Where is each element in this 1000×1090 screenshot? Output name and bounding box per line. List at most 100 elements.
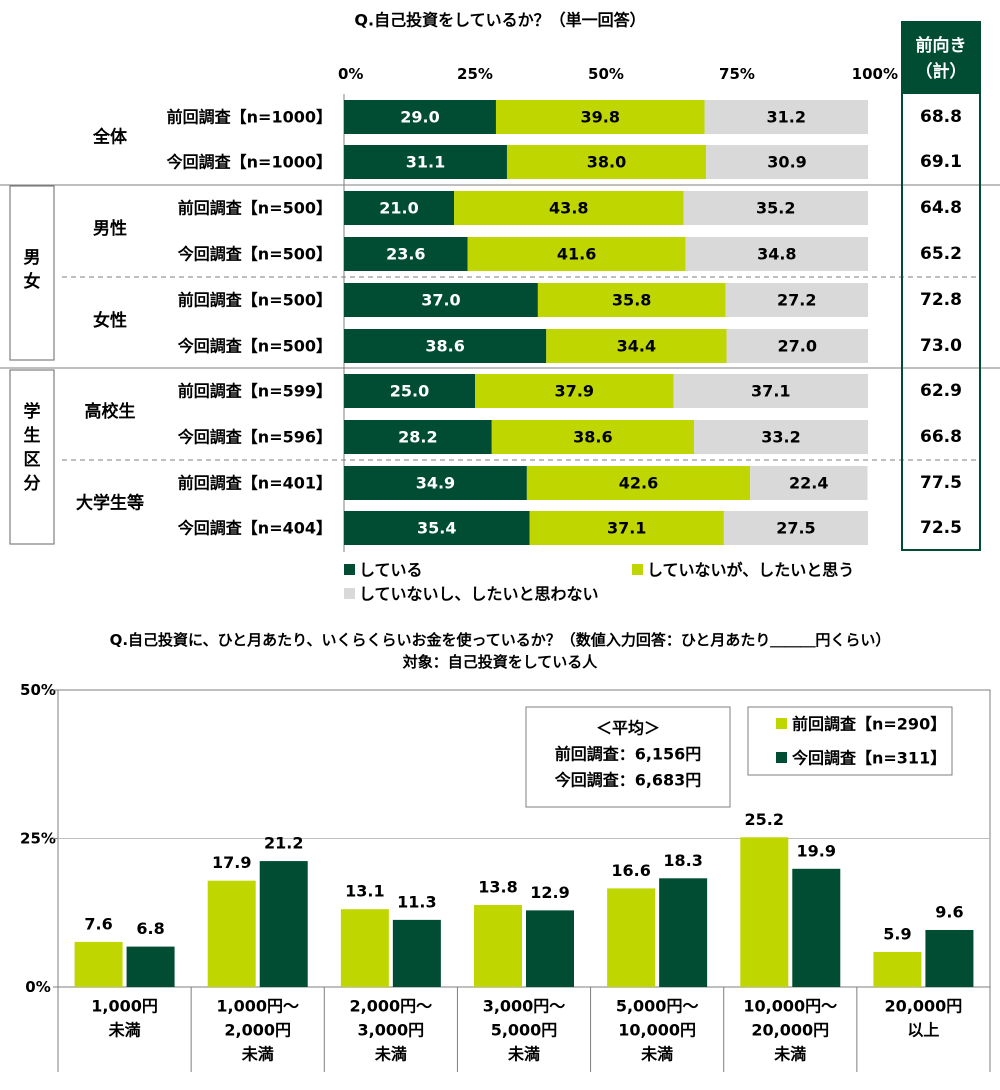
bar xyxy=(207,880,256,987)
data-label: 13.8 xyxy=(478,878,517,897)
bar-segment xyxy=(344,191,455,225)
bar-segment xyxy=(344,466,527,500)
data-label: 22.4 xyxy=(789,474,828,493)
x-tick-label: 100% xyxy=(852,65,898,83)
bar-segment xyxy=(526,466,751,500)
category-label: 3,000円～ xyxy=(483,997,566,1016)
category-label: 20,000円 xyxy=(751,1021,829,1040)
data-label: 21.2 xyxy=(264,834,303,853)
group-frame xyxy=(9,369,55,545)
x-tick-label: 25% xyxy=(457,65,493,83)
data-label: 5.9 xyxy=(883,924,911,943)
data-label: 34.8 xyxy=(757,245,796,264)
positive-total: 65.2 xyxy=(920,244,962,264)
positive-total: 72.8 xyxy=(920,290,962,310)
data-label: 43.8 xyxy=(549,199,588,218)
data-label: 27.2 xyxy=(777,291,816,310)
bar-segment xyxy=(344,374,475,408)
bar-segment xyxy=(344,100,496,134)
subgroup-label: 全体 xyxy=(92,127,128,148)
row-label: 前回調査【n=599】 xyxy=(178,382,332,401)
bar xyxy=(607,888,656,987)
data-label: 37.1 xyxy=(751,382,790,401)
bar xyxy=(792,868,841,987)
bar-segment xyxy=(685,237,868,271)
bar-segment xyxy=(344,420,492,454)
data-label: 37.9 xyxy=(555,382,594,401)
data-label: 12.9 xyxy=(530,883,569,902)
bar-segment xyxy=(454,191,684,225)
category-label: 2,000円～ xyxy=(350,997,433,1016)
positive-total: 77.5 xyxy=(920,473,962,493)
row-label: 今回調査【n=500】 xyxy=(177,245,332,264)
bar-segment xyxy=(529,511,724,545)
bar xyxy=(526,910,574,987)
chart2-subtitle: 対象：自己投資をしている人 xyxy=(402,653,599,671)
bar-segment xyxy=(467,237,686,271)
data-label: 39.8 xyxy=(580,108,619,127)
legend-label: している xyxy=(359,561,423,580)
subgroup-label: 高校生 xyxy=(85,401,136,422)
chart2-title: Q.自己投資に、ひと月あたり、いくらくらいお金を使っているか？（数値入力回答：ひ… xyxy=(110,631,891,649)
x-tick-label: 75% xyxy=(719,65,755,83)
data-label: 37.1 xyxy=(607,519,646,538)
average-text: 今回調査：6,683円 xyxy=(554,771,702,790)
group-label-char: 生 xyxy=(24,425,41,446)
data-label: 42.6 xyxy=(619,474,658,493)
positive-total: 69.1 xyxy=(920,152,962,172)
data-label: 31.2 xyxy=(767,108,806,127)
legend-swatch xyxy=(344,564,355,575)
positive-total: 66.8 xyxy=(920,427,962,447)
bar-segment xyxy=(723,511,868,545)
row-label: 前回調査【n=500】 xyxy=(178,199,332,218)
bar xyxy=(126,946,175,987)
data-label: 21.0 xyxy=(379,199,418,218)
row-label: 今回調査【n=500】 xyxy=(177,337,332,356)
group-frame xyxy=(9,185,55,361)
bar-segment xyxy=(344,329,547,363)
data-label: 28.2 xyxy=(398,428,437,447)
legend-label: 今回調査【n=311】 xyxy=(791,749,946,768)
bar-segment xyxy=(506,145,707,179)
data-label: 27.0 xyxy=(778,337,817,356)
data-label: 16.6 xyxy=(611,861,650,880)
subgroup-label: 大学生等 xyxy=(76,493,144,514)
bar-segment xyxy=(673,374,868,408)
data-label: 35.4 xyxy=(417,519,456,538)
bar-segment xyxy=(537,283,726,317)
positive-column-header-bg xyxy=(902,22,980,94)
data-label: 35.8 xyxy=(612,291,651,310)
data-label: 23.6 xyxy=(386,245,425,264)
positive-total: 62.9 xyxy=(920,381,962,401)
bar-segment xyxy=(726,329,868,363)
bar-segment xyxy=(546,329,727,363)
bar-segment xyxy=(344,283,538,317)
average-box xyxy=(525,706,731,808)
bar-segment xyxy=(706,145,868,179)
data-label: 31.1 xyxy=(406,153,445,172)
category-label: 20,000円 xyxy=(885,997,963,1016)
bar-segment xyxy=(704,100,868,134)
bar xyxy=(873,951,922,987)
data-label: 25.2 xyxy=(745,810,784,829)
group-label-char: 女 xyxy=(24,271,41,292)
bar-segment xyxy=(683,191,868,225)
legend-swatch xyxy=(344,588,355,599)
data-label: 7.6 xyxy=(84,914,112,933)
group-label-char: 分 xyxy=(24,474,41,494)
data-label: 38.6 xyxy=(573,428,612,447)
x-tick-label: 50% xyxy=(588,65,624,83)
category-label: 未満 xyxy=(108,1021,141,1040)
bar xyxy=(474,905,522,987)
bar xyxy=(259,861,308,987)
y-tick-label: 0% xyxy=(25,978,50,996)
category-label: 未満 xyxy=(241,1045,274,1064)
positive-total: 73.0 xyxy=(920,336,962,356)
bar-segment xyxy=(344,145,507,179)
row-label: 今回調査【n=596】 xyxy=(177,428,332,447)
data-label: 11.3 xyxy=(397,892,436,911)
legend-swatch xyxy=(632,564,643,575)
grouped-bar-chart: Q.自己投資に、ひと月あたり、いくらくらいお金を使っているか？（数値入力回答：ひ… xyxy=(20,631,991,1072)
category-label: 5,000円 xyxy=(491,1021,558,1040)
